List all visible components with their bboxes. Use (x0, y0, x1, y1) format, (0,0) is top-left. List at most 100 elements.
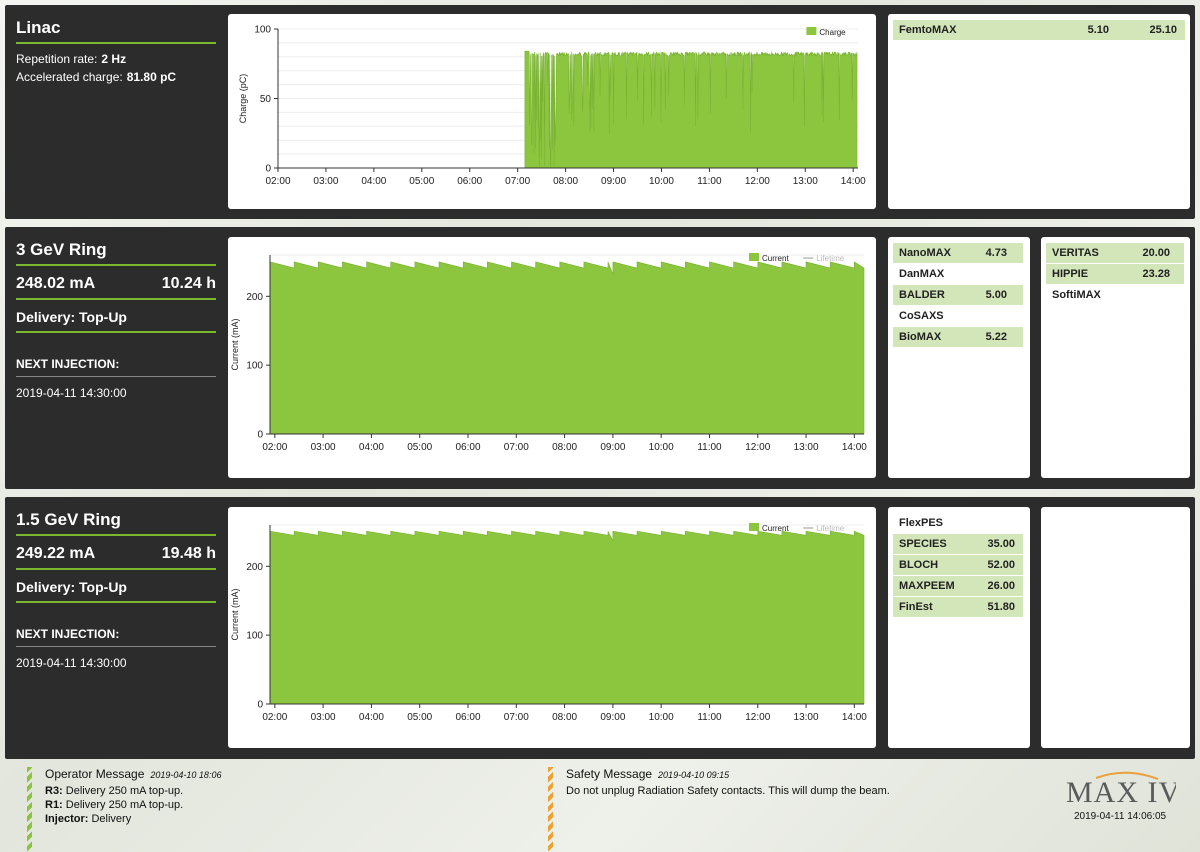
beamline-row-hippie: HIPPIE 23.28 (1046, 264, 1184, 284)
beamline-name: VERITAS (1052, 247, 1099, 259)
r1-info: 1.5 GeV Ring 249.22 mA 19.48 h Delivery:… (16, 497, 216, 670)
footer: Operator Message 2019-04-10 18:06 R3: Del… (0, 763, 1200, 852)
beamline-name: BLOCH (899, 559, 939, 571)
beamline-row-veritas: VERITAS 20.00 (1046, 243, 1184, 263)
beamline-row-species: SPECIES 35.00 (893, 534, 1023, 554)
legend-swatch-charge (806, 27, 817, 35)
r1-beamline-list-2 (1041, 507, 1190, 748)
beamline-row-bloch: BLOCH 52.00 (893, 555, 1023, 575)
linac-chart-svg: 0 50 100 02:00 03:00 04:00 05:00 06:00 07:00 08:0… (238, 25, 866, 188)
repetition-rate-value: 2 Hz (101, 52, 127, 66)
y-tick-label: 50 (260, 94, 272, 105)
y-tick-label: 0 (265, 164, 271, 175)
beamline-row-biomax: BioMAX 5.22 (893, 327, 1023, 347)
series-area-current (269, 261, 865, 435)
safety-message-header: Safety Message 2019-04-10 09:15 (566, 767, 890, 781)
safety-message-title: Safety Message (566, 767, 653, 781)
operator-message-date: 2019-04-10 18:06 (150, 770, 222, 780)
x-tick-label: 05:00 (407, 712, 432, 723)
accelerated-charge: Accelerated charge: 81.80 pC (16, 70, 216, 84)
beamline-value: 20.00 (1142, 247, 1170, 259)
beamline-value: 4.73 (985, 247, 1007, 259)
safety-message-text: Do not unplug Radiation Safety contacts.… (566, 785, 890, 797)
r3-next-injection-label: NEXT INJECTION: (16, 357, 216, 377)
operator-message: Operator Message 2019-04-10 18:06 R3: Del… (27, 767, 222, 851)
repetition-rate: Repetition rate: 2 Hz (16, 52, 216, 66)
beamline-row-danmax: DanMAX (893, 264, 1023, 284)
linac-title: Linac (16, 5, 216, 44)
beamline-name: HIPPIE (1052, 268, 1089, 280)
beamline-value: 5.10 (1087, 24, 1109, 36)
r3-title: 3 GeV Ring (16, 227, 216, 266)
x-tick-label: 12:00 (745, 176, 770, 187)
operator-message-line: R3: Delivery 250 mA top-up. (45, 784, 221, 798)
r1-current-row: 249.22 mA 19.48 h (16, 536, 216, 570)
r3-chart[interactable]: 0 100 200 02:00 03:00 04:00 05:00 06:00 07:00 08:… (228, 237, 876, 478)
max-iv-logo-text: MAX IV (1066, 776, 1176, 807)
x-tick-label: 14:00 (842, 712, 867, 723)
r3-info: 3 GeV Ring 248.02 mA 10.24 h Delivery: T… (16, 227, 216, 400)
x-tick-label: 10:00 (649, 442, 674, 453)
clock: 2019-04-11 14:06:05 (1074, 811, 1167, 822)
r3-delivery: Delivery: Top-Up (16, 300, 216, 333)
x-tick-label: 03:00 (311, 712, 336, 723)
x-tick-label: 07:00 (504, 712, 529, 723)
beamline-value: 35.00 (987, 538, 1015, 550)
accelerated-charge-label: Accelerated charge: (16, 70, 123, 84)
beamline-row-flexpes: FlexPES (893, 513, 1023, 533)
beamline-row-softimax: SoftiMAX (1046, 285, 1184, 305)
safety-stripe (548, 767, 553, 851)
operator-line-text: Delivery 250 mA top-up. (62, 799, 184, 811)
operator-line-label: R3: (45, 785, 63, 797)
x-tick-label: 09:00 (600, 442, 625, 453)
x-tick-label: 06:00 (457, 176, 482, 187)
x-tick-label: 13:00 (794, 712, 819, 723)
operator-line-text: Delivery 250 mA top-up. (62, 785, 184, 797)
y-tick-label: 100 (246, 631, 263, 642)
x-tick-label: 08:00 (552, 442, 577, 453)
beamline-value: 26.00 (987, 580, 1015, 592)
r1-chart[interactable]: 0 100 200 02:00 03:00 04:00 05:00 06:00 07:00 08:… (228, 507, 876, 748)
y-axis-label: Current (mA) (230, 588, 240, 640)
r3-chart-svg: 0 100 200 02:00 03:00 04:00 05:00 06:00 07:00 08:… (230, 253, 867, 453)
beamline-name: MAXPEEM (899, 580, 955, 592)
beamline-value: 5.00 (985, 289, 1007, 301)
linac-chart[interactable]: 0 50 100 02:00 03:00 04:00 05:00 06:00 07:00 08:0… (228, 14, 876, 209)
beamline-row-finest: FinEst 51.80 (893, 597, 1023, 617)
beamline-name: SoftiMAX (1052, 289, 1101, 301)
r1-lifetime: 19.48 h (161, 545, 216, 562)
x-tick-label: 02:00 (262, 442, 287, 453)
legend-label-lifetime: Lifetime (816, 254, 845, 263)
beamline-row-cosaxs: CoSAXS (893, 306, 1023, 326)
beamline-name: DanMAX (899, 268, 945, 280)
beamline-name: FlexPES (899, 517, 944, 529)
x-tick-label: 08:00 (552, 712, 577, 723)
y-axis-label: Charge (pC) (238, 74, 248, 124)
x-tick-label: 10:00 (649, 176, 674, 187)
x-tick-label: 12:00 (745, 712, 770, 723)
r1-delivery: Delivery: Top-Up (16, 570, 216, 603)
r1-current: 249.22 mA (16, 545, 96, 562)
r1-next-injection-time: 2019-04-11 14:30:00 (16, 656, 127, 670)
x-tick-label: 14:00 (842, 442, 867, 453)
legend-label-current: Current (762, 524, 789, 533)
beamline-value-2: 25.10 (1149, 24, 1177, 36)
linac-beamline-list: FemtoMAX 5.10 25.10 (888, 14, 1190, 209)
y-tick-label: 0 (257, 700, 263, 711)
beamline-name: BioMAX (899, 331, 942, 343)
beamline-value: 23.28 (1142, 268, 1170, 280)
x-tick-label: 13:00 (794, 442, 819, 453)
x-tick-label: 10:00 (649, 712, 674, 723)
beamline-row-maxpeem: MAXPEEM 26.00 (893, 576, 1023, 596)
x-tick-label: 14:00 (841, 176, 866, 187)
x-tick-label: 04:00 (361, 176, 386, 187)
series-area-charge (278, 50, 858, 169)
r1-beamline-list-1: FlexPES SPECIES 35.00 BLOCH 52.00 MAXPEEM 26.0… (888, 507, 1030, 748)
operator-line-label: R1: (45, 799, 63, 811)
y-axis-label: Current (mA) (230, 318, 240, 370)
r1-panel: 1.5 GeV Ring 249.22 mA 19.48 h Delivery:… (5, 497, 1195, 759)
r3-lifetime: 10.24 h (161, 275, 216, 292)
x-tick-label: 07:00 (505, 176, 530, 187)
y-tick-label: 0 (257, 430, 263, 441)
r3-current: 248.02 mA (16, 275, 96, 292)
